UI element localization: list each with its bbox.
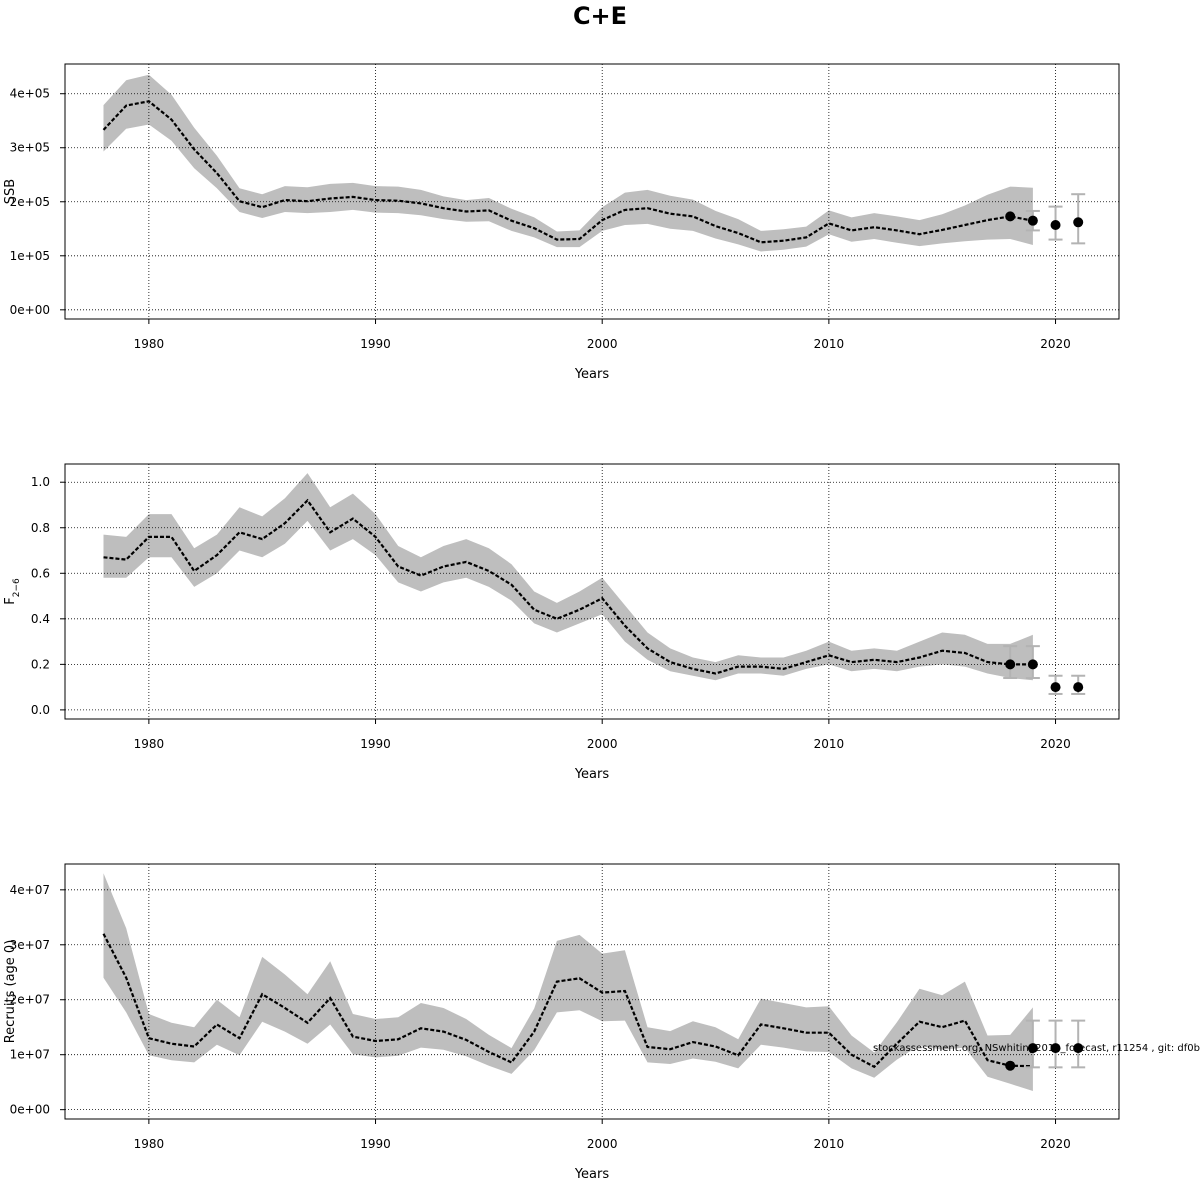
estimate-line <box>102 933 1033 1069</box>
confidence-band <box>103 873 1033 1091</box>
forecast-point <box>1050 1043 1061 1054</box>
x-tick-label: 2000 <box>587 1137 618 1151</box>
x-axis-label: Years <box>574 1167 610 1182</box>
x-tick-label: 1990 <box>360 337 391 351</box>
forecast-point <box>1005 211 1016 222</box>
forecast-point <box>1027 215 1038 226</box>
x-tick-label: 2020 <box>1040 1137 1071 1151</box>
plot-frame <box>64 63 1120 320</box>
x-tick-label: 2000 <box>587 737 618 751</box>
x-tick-label: 2010 <box>814 337 845 351</box>
y-tick-label: 4e+07 <box>10 883 50 897</box>
confidence-band <box>103 473 1033 681</box>
ssb-panel: 1980 1990 2000 2010 2020 0e+00 1e+05 2e+05 3e+05… <box>3 63 1120 382</box>
y-tick-label: 0e+00 <box>10 1103 50 1117</box>
figure-title: C+E <box>573 2 627 30</box>
y-tick-label: 0.8 <box>31 521 50 535</box>
forecast-point <box>1073 682 1084 693</box>
x-axis-label: Years <box>574 767 610 782</box>
y-axis-label: Recruits (age 0) <box>3 940 18 1044</box>
plot-frame <box>64 463 1120 720</box>
estimate-line <box>102 100 1034 244</box>
x-tick-label: 1980 <box>134 1137 165 1151</box>
y-tick-label: 1e+05 <box>10 249 50 263</box>
y-tick-label: 0.2 <box>31 657 50 671</box>
y-tick-label: 1.0 <box>31 475 50 489</box>
forecast-point <box>1050 682 1061 693</box>
recruitment-panel: 1980 1990 2000 2010 2020 0e+00 1e+07 2e+07 3e+07… <box>3 863 1120 1182</box>
forecast-point <box>1027 1043 1038 1054</box>
y-tick-label: 0.0 <box>31 703 50 717</box>
forecast-point <box>1005 1060 1016 1071</box>
confidence-band <box>103 74 1033 252</box>
x-tick-label: 1980 <box>134 737 165 751</box>
source-annotation: stockassessment.org, NSwhiting2019_forec… <box>873 1043 1200 1054</box>
x-tick-label: 2020 <box>1040 737 1071 751</box>
x-tick-label: 1990 <box>360 1137 391 1151</box>
plot-frame <box>64 863 1120 1120</box>
y-tick-label: 2e+07 <box>10 993 50 1007</box>
y-tick-label: 0.4 <box>31 612 50 626</box>
y-tick-label: 1e+07 <box>10 1048 50 1062</box>
forecast-point <box>1073 217 1084 228</box>
y-tick-label: 4e+05 <box>10 87 50 101</box>
fishing-mortality-panel: 1980 1990 2000 2010 2020 0.0 0.2 0.4 0.6 0.8 1.0 Ye… <box>3 463 1120 782</box>
x-tick-label: 1980 <box>134 337 165 351</box>
forecast-point <box>1073 1043 1084 1054</box>
x-axis-label: Years <box>574 367 610 382</box>
y-tick-label: 0.6 <box>31 566 50 580</box>
forecast-point <box>1027 659 1038 670</box>
y-axis-label-subscript: 2−6 <box>12 578 22 597</box>
forecast-point <box>1005 659 1016 670</box>
x-tick-label: 2000 <box>587 337 618 351</box>
y-axis-label: F2−6 <box>3 578 22 605</box>
y-axis-label: SSB <box>3 179 18 204</box>
y-tick-label: 3e+07 <box>10 938 50 952</box>
y-tick-label: 2e+05 <box>10 195 50 209</box>
y-tick-label: 0e+00 <box>10 303 50 317</box>
y-tick-label: 3e+05 <box>10 141 50 155</box>
x-tick-label: 2010 <box>814 1137 845 1151</box>
x-tick-label: 2020 <box>1040 337 1071 351</box>
estimate-line <box>103 498 1033 675</box>
x-tick-label: 1990 <box>360 737 391 751</box>
forecast-point <box>1050 219 1061 230</box>
x-tick-label: 2010 <box>814 737 845 751</box>
